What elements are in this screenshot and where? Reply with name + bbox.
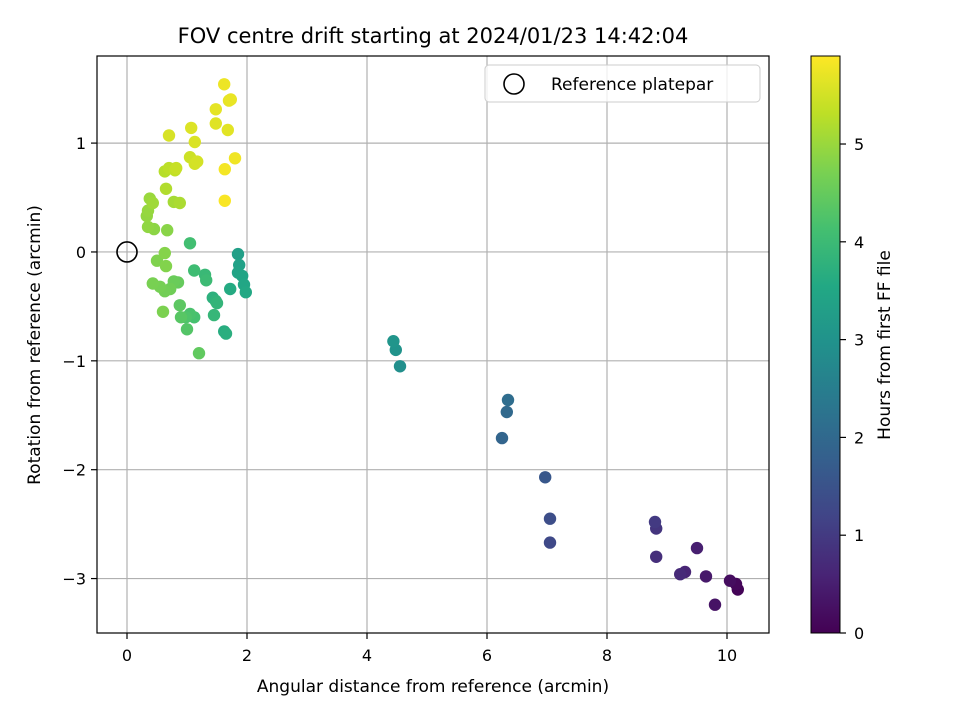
data-point bbox=[690, 541, 704, 555]
y-axis-label: Rotation from reference (arcmin) bbox=[25, 205, 45, 485]
data-point bbox=[156, 305, 170, 318]
colorbar-frame bbox=[810, 55, 841, 634]
data-point bbox=[162, 129, 176, 142]
colorbar-tick-label: 5 bbox=[854, 135, 864, 154]
data-point bbox=[393, 360, 407, 373]
data-point bbox=[699, 570, 713, 583]
data-point bbox=[150, 254, 164, 267]
data-point bbox=[170, 161, 183, 175]
y-tick-label: −1 bbox=[62, 352, 86, 371]
data-point bbox=[188, 264, 201, 277]
data-point bbox=[146, 277, 159, 290]
reference-marker-layer bbox=[116, 241, 138, 263]
grid-lines bbox=[97, 56, 769, 633]
data-point bbox=[387, 335, 400, 348]
reference-platepar-marker bbox=[116, 241, 138, 263]
colorbar-tick-label: 3 bbox=[854, 331, 864, 350]
data-points bbox=[140, 78, 744, 611]
plot-area bbox=[96, 55, 770, 634]
data-point bbox=[183, 237, 197, 250]
data-point bbox=[192, 347, 206, 360]
data-point bbox=[221, 123, 234, 137]
y-tick-label: 1 bbox=[76, 134, 86, 153]
x-tick-label: 10 bbox=[717, 646, 737, 665]
y-tick-label: −2 bbox=[62, 461, 86, 480]
data-point bbox=[501, 393, 515, 407]
data-point bbox=[161, 224, 174, 237]
data-point bbox=[209, 117, 222, 130]
data-point bbox=[185, 121, 198, 135]
data-point bbox=[173, 196, 186, 210]
data-point bbox=[228, 152, 242, 165]
chart-title: FOV centre drift starting at 2024/01/23 … bbox=[178, 24, 689, 48]
plot-background bbox=[97, 56, 769, 633]
data-point bbox=[495, 431, 509, 445]
data-point bbox=[146, 196, 159, 210]
colorbar-tick-label: 1 bbox=[854, 526, 864, 545]
data-point bbox=[219, 327, 233, 340]
colorbar-tick-label: 4 bbox=[854, 233, 864, 252]
y-tick-label: 0 bbox=[76, 243, 86, 262]
x-tick-label: 4 bbox=[362, 646, 372, 665]
data-point bbox=[723, 574, 737, 587]
plot-frame bbox=[96, 55, 770, 634]
data-point bbox=[207, 308, 221, 322]
data-point bbox=[239, 286, 252, 299]
data-point bbox=[500, 405, 513, 419]
data-point bbox=[224, 93, 237, 106]
data-point bbox=[180, 323, 194, 336]
data-point bbox=[218, 194, 231, 207]
data-point bbox=[231, 247, 245, 261]
legend-reference-marker bbox=[503, 73, 525, 95]
colorbar: 0 1 2 3 4 5 Hours from first FF file bbox=[810, 55, 895, 643]
data-point bbox=[159, 182, 173, 195]
x-tick-label: 6 bbox=[482, 646, 492, 665]
data-point bbox=[188, 135, 201, 149]
data-point bbox=[174, 311, 188, 324]
x-tick-label: 8 bbox=[602, 646, 612, 665]
data-point bbox=[191, 155, 204, 168]
data-point bbox=[648, 515, 662, 529]
data-point bbox=[674, 568, 687, 581]
legend-box bbox=[484, 64, 761, 103]
colorbar-tick-label: 2 bbox=[854, 428, 864, 447]
data-point bbox=[158, 246, 171, 260]
data-point bbox=[141, 220, 155, 234]
legend: Reference platepar bbox=[484, 64, 761, 103]
data-point bbox=[218, 78, 231, 91]
colorbar-label: Hours from first FF file bbox=[875, 250, 895, 440]
x-tick-label: 0 bbox=[122, 646, 132, 665]
legend-entry-reference: Reference platepar bbox=[551, 75, 713, 95]
data-point bbox=[650, 550, 663, 563]
y-axis-ticks: 1 0 −1 −2 −3 bbox=[62, 134, 97, 589]
data-point bbox=[539, 471, 552, 484]
x-axis-label: Angular distance from reference (arcmin) bbox=[257, 677, 609, 697]
colorbar-gradient bbox=[811, 56, 840, 633]
colorbar-ticks: 0 1 2 3 4 5 bbox=[840, 135, 864, 643]
colorbar-tick-label: 0 bbox=[854, 624, 864, 643]
data-point bbox=[543, 512, 557, 525]
x-axis-ticks: 0 2 4 6 8 10 bbox=[122, 633, 737, 665]
y-tick-label: −3 bbox=[62, 570, 86, 589]
data-point bbox=[159, 259, 173, 273]
data-point bbox=[173, 299, 186, 312]
data-point bbox=[210, 296, 224, 310]
data-point bbox=[224, 282, 237, 296]
x-tick-label: 2 bbox=[242, 646, 252, 665]
data-point bbox=[708, 598, 722, 611]
data-point bbox=[209, 103, 222, 116]
data-point bbox=[218, 163, 231, 176]
data-point bbox=[200, 274, 213, 287]
data-point bbox=[543, 536, 557, 549]
